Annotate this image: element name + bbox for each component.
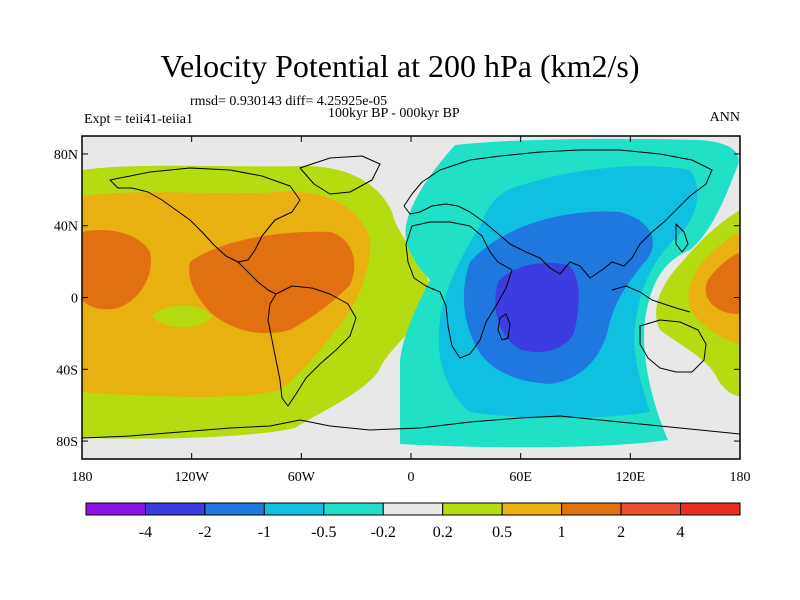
colorbar-swatch xyxy=(323,502,384,516)
antarctica-coast xyxy=(82,415,740,439)
south-america-coast xyxy=(267,285,357,407)
positive-region-strong-west xyxy=(82,230,151,310)
colorbar-label: 0.5 xyxy=(492,524,512,541)
colorbar: -4 -2 -1 -0.5 -0.2 0.2 0.5 1 2 4 xyxy=(85,502,741,541)
contour-field xyxy=(82,136,740,459)
x-tick-label: 60E xyxy=(509,470,532,485)
eurasia-coast xyxy=(403,149,713,279)
colorbar-swatch xyxy=(263,502,325,516)
colorbar-label: 1 xyxy=(558,524,566,541)
colorbar-label: -1 xyxy=(258,524,271,541)
period-label: 100kyr BP - 000kyr BP xyxy=(328,106,460,121)
colorbar-label: 0.2 xyxy=(433,524,453,541)
colorbar-label: -0.2 xyxy=(371,524,396,541)
colorbar-swatch xyxy=(85,502,146,516)
colorbar-swatch xyxy=(382,502,444,516)
x-tick-label: 60W xyxy=(288,470,316,485)
positive-region-wpac-strong xyxy=(705,252,740,314)
x-tick-label: 180 xyxy=(72,470,93,485)
colorbar-label: 2 xyxy=(617,524,625,541)
season-label: ANN xyxy=(709,110,740,125)
y-tick-label: 0 xyxy=(71,292,78,307)
colorbar-swatch xyxy=(144,502,206,516)
colorbar-swatch xyxy=(442,502,503,516)
colorbar-label: 4 xyxy=(677,524,685,541)
madagascar-coast xyxy=(497,313,511,341)
x-tick-label: 180 xyxy=(730,470,751,485)
map-title: Velocity Potential at 200 hPa (km2/s) xyxy=(160,48,640,84)
greenland-coast xyxy=(299,155,381,195)
colorbar-swatch xyxy=(680,502,741,516)
colorbar-swatch xyxy=(501,502,563,516)
north-america-coast xyxy=(109,167,301,263)
central-america-coast xyxy=(237,261,277,295)
colorbar-label: -0.5 xyxy=(311,524,336,541)
x-tick-label: 120E xyxy=(616,470,646,485)
australia-coast xyxy=(639,319,707,373)
axis-ticks: 180 120W 60W 0 60E 120E 180 80N 40N 0 40S 80S xyxy=(54,136,751,485)
coastlines xyxy=(82,149,740,439)
positive-region-light-hole xyxy=(152,305,212,328)
y-tick-label: 80S xyxy=(56,435,78,450)
japan-coast xyxy=(675,223,689,253)
y-tick-label: 80N xyxy=(54,148,78,163)
maritime-continent-coast xyxy=(611,285,691,313)
positive-region-strong-americas xyxy=(189,231,355,334)
x-tick-label: 0 xyxy=(408,470,415,485)
negative-region-core xyxy=(495,262,579,352)
experiment-label: Expt = teii41-teiia1 xyxy=(84,112,193,127)
y-tick-label: 40N xyxy=(54,220,78,235)
colorbar-swatch xyxy=(620,502,682,516)
colorbar-label: -4 xyxy=(139,524,152,541)
africa-coast xyxy=(405,221,513,359)
stats-line: rmsd= 0.930143 diff= 4.25925e-05 xyxy=(190,94,388,109)
x-tick-label: 120W xyxy=(175,470,210,485)
y-tick-label: 40S xyxy=(56,363,78,378)
colorbar-label: -2 xyxy=(198,524,211,541)
colorbar-swatch xyxy=(561,502,622,516)
colorbar-swatch xyxy=(204,502,265,516)
